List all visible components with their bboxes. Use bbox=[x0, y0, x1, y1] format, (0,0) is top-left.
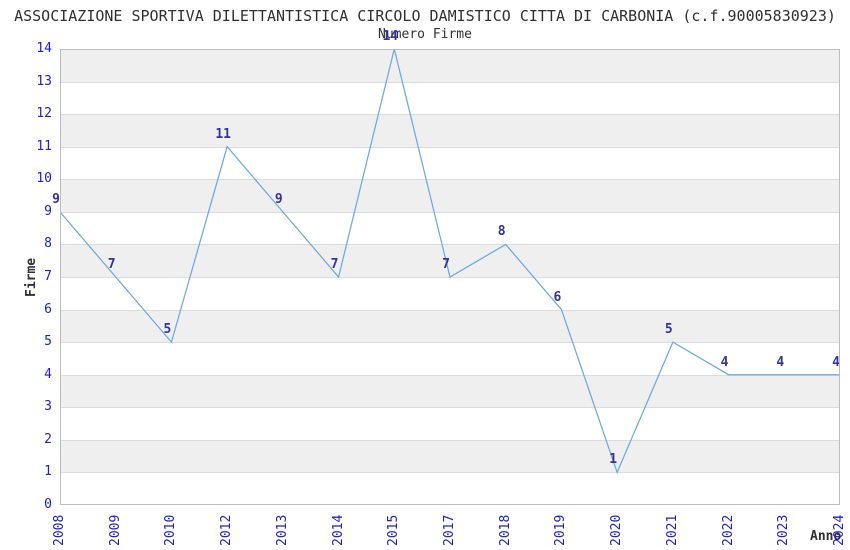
y-tick-label: 11 bbox=[36, 138, 52, 154]
data-point-label: 6 bbox=[553, 289, 562, 305]
x-tick-label: 2009 bbox=[107, 514, 123, 546]
data-point-label: 9 bbox=[274, 191, 283, 207]
y-tick-label: 13 bbox=[36, 73, 52, 89]
x-tick-label: 2017 bbox=[442, 514, 457, 546]
x-tick-label: 2020 bbox=[609, 514, 625, 546]
grid-band bbox=[60, 114, 840, 147]
gridline bbox=[60, 211, 840, 213]
chart-subtitle: Numero Firme bbox=[378, 27, 472, 42]
gridline bbox=[60, 146, 840, 148]
grid-band bbox=[60, 244, 840, 277]
x-tick-label: 2021 bbox=[664, 514, 680, 546]
gridline bbox=[60, 374, 840, 376]
data-point-label: 5 bbox=[163, 322, 172, 338]
x-tick-label: 2013 bbox=[274, 514, 290, 546]
y-tick-label: 1 bbox=[44, 464, 52, 480]
x-tick-label: 2024 bbox=[832, 514, 847, 546]
data-point-label: 1 bbox=[609, 452, 618, 468]
grid-band bbox=[60, 309, 840, 343]
x-tick-label: 2008 bbox=[52, 514, 67, 546]
grid-band bbox=[60, 374, 840, 408]
y-tick-label: 0 bbox=[44, 497, 52, 512]
y-tick-label: 8 bbox=[44, 236, 52, 252]
y-tick-label: 7 bbox=[44, 269, 52, 284]
data-point-label: 4 bbox=[720, 354, 729, 370]
data-point-label: 8 bbox=[497, 224, 506, 240]
x-tick-label: 2022 bbox=[720, 514, 736, 546]
gridline bbox=[60, 407, 840, 409]
y-tick-label: 12 bbox=[36, 106, 52, 122]
y-tick-label: 10 bbox=[36, 171, 52, 187]
gridline bbox=[60, 81, 840, 83]
grid-band bbox=[60, 49, 840, 82]
x-tick-label: 2012 bbox=[219, 514, 235, 546]
data-point-label: 14 bbox=[382, 29, 399, 44]
grid-band bbox=[60, 439, 840, 473]
x-tick-label: 2015 bbox=[386, 514, 402, 546]
plot-area: 9 7 5 11 9 7 14 7 8 6 1 5 4 4 4 bbox=[52, 30, 840, 505]
x-tick-label: 2019 bbox=[553, 514, 569, 546]
x-axis-title: Anno bbox=[810, 529, 842, 544]
y-tick-label: 5 bbox=[44, 334, 52, 350]
y-tick-label: 6 bbox=[44, 301, 52, 317]
x-tick-label: 2018 bbox=[497, 514, 513, 546]
data-point-label: 7 bbox=[330, 257, 339, 272]
data-point-label: 4 bbox=[776, 354, 785, 370]
x-tick-label: 2014 bbox=[330, 514, 346, 546]
gridline bbox=[60, 114, 840, 116]
data-point-label: 5 bbox=[664, 322, 673, 338]
y-tick-label: 2 bbox=[44, 431, 52, 447]
x-tick-label: 2010 bbox=[163, 514, 179, 546]
y-tick-label: 14 bbox=[36, 41, 52, 56]
x-tick-label: 2023 bbox=[776, 514, 792, 546]
y-tick-label: 4 bbox=[44, 366, 52, 382]
gridline bbox=[60, 309, 840, 311]
chart-title: ASSOCIAZIONE SPORTIVA DILETTANTISTICA CI… bbox=[14, 7, 836, 25]
data-point-label: 11 bbox=[215, 126, 231, 142]
y-tick-label: 3 bbox=[44, 399, 52, 415]
data-point-label: 7 bbox=[442, 257, 450, 272]
gridline bbox=[60, 439, 840, 441]
gridline bbox=[60, 179, 840, 181]
data-point-label: 9 bbox=[52, 191, 60, 207]
gridline bbox=[60, 472, 840, 474]
grid-band bbox=[60, 179, 840, 212]
gridline bbox=[60, 342, 840, 344]
gridline bbox=[60, 244, 840, 246]
data-point-label: 4 bbox=[832, 354, 840, 370]
data-point-label: 7 bbox=[107, 257, 116, 272]
data-series-line bbox=[60, 49, 840, 475]
y-tick-label: 9 bbox=[44, 203, 52, 219]
